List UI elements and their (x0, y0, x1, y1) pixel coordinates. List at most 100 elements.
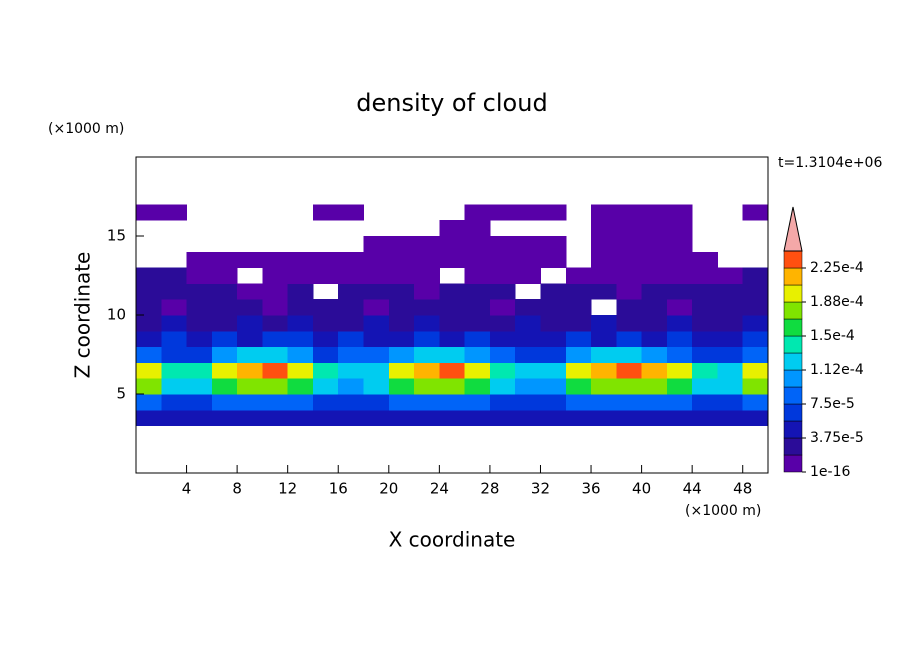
contour-cell (641, 394, 668, 411)
colorbar-band (783, 335, 803, 354)
contour-cell (666, 409, 693, 427)
contour-cell (136, 283, 162, 300)
contour-cell (312, 251, 339, 269)
contour-cell (186, 283, 213, 300)
x-tick-label: 4 (182, 480, 192, 498)
contour-cell (489, 409, 516, 427)
contour-cell (591, 394, 617, 411)
contour-cell (692, 394, 718, 411)
contour-cell (136, 315, 162, 332)
contour-cell (616, 362, 643, 379)
annotation: t=1.3104e+06 (778, 155, 882, 171)
colorbar-band (783, 403, 803, 422)
contour-cell (641, 204, 668, 221)
contour-cell (186, 346, 213, 363)
contour-cell (363, 409, 390, 427)
colorbar-tick-label: 1e-16 (810, 464, 850, 480)
contour-cell (540, 204, 567, 221)
contour-cell (439, 378, 466, 395)
contour-cell (565, 299, 592, 316)
contour-cell (540, 330, 567, 348)
contour-cell (161, 362, 188, 379)
contour-cell (515, 204, 541, 221)
x-tick-label: 32 (531, 480, 550, 498)
contour-cell (489, 378, 516, 395)
contour-cell (211, 283, 238, 300)
contour-cell (515, 251, 541, 269)
contour-cell (540, 394, 567, 411)
colorbar-band (783, 352, 803, 371)
contour-cell (186, 315, 213, 332)
contour-cell (616, 283, 643, 300)
contour-cell (439, 362, 466, 379)
contour-cell (540, 362, 567, 379)
contour-cell (591, 267, 617, 284)
contour-cell (287, 394, 314, 411)
colorbar-band (783, 267, 803, 286)
contour-cell (186, 299, 213, 316)
contour-cell (565, 315, 592, 332)
contour-cell (489, 346, 516, 363)
contour-cell (641, 299, 668, 316)
x-tick-label: 12 (278, 480, 297, 498)
contour-cell (439, 236, 466, 253)
contour-cell (464, 283, 491, 300)
contour-cell (717, 330, 744, 348)
contour-cell (591, 236, 617, 253)
contour-cell (692, 346, 718, 363)
contour-cell (363, 394, 390, 411)
contour-cell (616, 204, 643, 221)
contour-cell (742, 409, 769, 427)
contour-cell (363, 267, 390, 284)
contour-cell (666, 299, 693, 316)
colorbar-tick-label: 7.5e-5 (810, 396, 855, 412)
contour-cell (388, 315, 415, 332)
contour-cell (312, 362, 339, 379)
contour-cell (616, 378, 643, 395)
colorbar-extend (783, 206, 803, 252)
contour-cell (262, 409, 289, 427)
contour-cell (262, 267, 289, 284)
contour-cell (211, 330, 238, 348)
contour-cell (262, 330, 289, 348)
contour-cell (161, 299, 188, 316)
contour-cell (388, 267, 415, 284)
colorbar-band (783, 420, 803, 439)
y-unit: (×1000 m) (48, 121, 124, 137)
contour-cell (161, 346, 188, 363)
contour-cell (464, 346, 491, 363)
contour-cell (363, 378, 390, 395)
contour-cell (388, 299, 415, 316)
x-tick-label: 20 (379, 480, 398, 498)
contour-cell (641, 378, 668, 395)
contour-cell (161, 267, 188, 284)
contour-cell (692, 299, 718, 316)
contour-cell (591, 220, 617, 237)
contour-cell (641, 236, 668, 253)
chart-title: density of cloud (356, 89, 547, 117)
contour-cell (489, 236, 516, 253)
contour-cell (717, 409, 744, 427)
contour-cell (641, 330, 668, 348)
contour-cell (439, 220, 466, 237)
colorbar-tick-label: 1.12e-4 (810, 362, 864, 378)
contour-cell (489, 362, 516, 379)
contour-cell (565, 330, 592, 348)
contour-cell (464, 362, 491, 379)
contour-cell (742, 299, 769, 316)
contour-cell (237, 251, 263, 269)
contour-cell (363, 236, 390, 253)
contour-cell (489, 251, 516, 269)
contour-cell (666, 204, 693, 221)
contour-cell (616, 220, 643, 237)
contour-cell (237, 315, 263, 332)
contour-cell (515, 346, 541, 363)
contour-cell (692, 409, 718, 427)
contour-cell (464, 251, 491, 269)
colorbar-band (783, 318, 803, 337)
contour-cell (666, 236, 693, 253)
contour-cell (616, 299, 643, 316)
contour-cell (616, 267, 643, 284)
contour-cell (489, 330, 516, 348)
contour-cell (287, 251, 314, 269)
